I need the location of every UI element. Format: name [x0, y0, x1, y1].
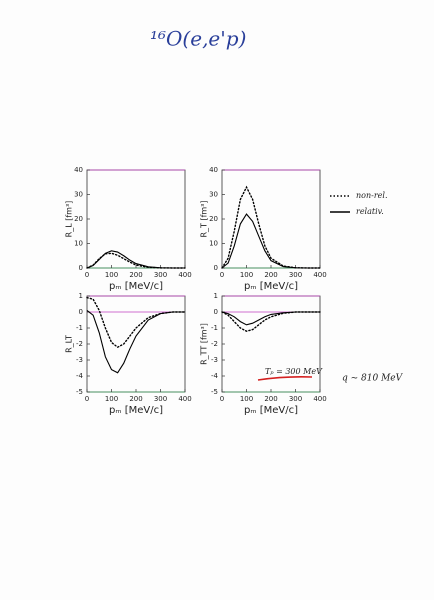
- y-tick-label: -5: [76, 388, 83, 396]
- y-tick-label: 20: [209, 215, 218, 223]
- series-line: [221, 213, 320, 269]
- x-tick-label: 100: [240, 395, 253, 403]
- y-tick-label: -4: [76, 372, 84, 380]
- y-axis-label: R_TT [fm³]: [200, 323, 209, 365]
- x-tick-label: 200: [129, 395, 142, 403]
- y-tick-label: -3: [211, 356, 218, 364]
- series-line: [86, 250, 185, 269]
- x-tick-label: 200: [264, 271, 277, 279]
- y-tick-label: -1: [76, 324, 83, 332]
- x-tick-label: 0: [85, 395, 89, 403]
- x-tick-label: 100: [105, 271, 118, 279]
- x-tick-label: 400: [178, 395, 191, 403]
- x-axis-label: pₘ [MeV/c]: [109, 281, 163, 292]
- x-tick-label: 300: [154, 271, 167, 279]
- y-tick-label: -1: [211, 324, 218, 332]
- y-tick-label: 10: [74, 240, 83, 248]
- y-tick-label: -2: [211, 340, 218, 348]
- legend-label: non-rel.: [356, 191, 387, 200]
- x-tick-label: 300: [289, 395, 302, 403]
- x-tick-label: 200: [129, 271, 142, 279]
- note: q ~ 810 MeV: [342, 374, 404, 384]
- x-axis-label: pₘ [MeV/c]: [109, 405, 163, 416]
- x-tick-label: 400: [178, 271, 191, 279]
- y-tick-label: 0: [214, 308, 218, 316]
- x-tick-label: 400: [313, 395, 326, 403]
- y-tick-label: 1: [79, 292, 83, 300]
- legend-label: relativ.: [356, 207, 384, 216]
- y-tick-label: 10: [209, 240, 218, 248]
- x-tick-label: 300: [154, 395, 167, 403]
- x-tick-label: 300: [289, 271, 302, 279]
- y-tick-label: 1: [214, 292, 218, 300]
- series-line: [86, 309, 185, 374]
- y-tick-label: 0: [79, 308, 83, 316]
- y-axis-label: R_L [fm³]: [65, 201, 74, 238]
- y-tick-label: -3: [76, 356, 83, 364]
- red-underline: [257, 376, 313, 381]
- y-tick-label: 20: [74, 215, 83, 223]
- x-tick-label: 200: [264, 395, 277, 403]
- x-tick-label: 100: [105, 395, 118, 403]
- series-line: [221, 311, 320, 326]
- x-tick-label: 0: [85, 271, 89, 279]
- x-axis-label: pₘ [MeV/c]: [244, 281, 298, 292]
- y-axis-label: R_LT: [65, 335, 74, 353]
- x-tick-label: 0: [220, 271, 224, 279]
- y-tick-label: 0: [79, 264, 83, 272]
- y-tick-label: 30: [74, 191, 83, 199]
- y-tick-label: 0: [214, 264, 218, 272]
- y-tick-label: -4: [211, 372, 219, 380]
- x-axis-label: pₘ [MeV/c]: [244, 405, 298, 416]
- x-tick-label: 400: [313, 271, 326, 279]
- x-tick-label: 0: [220, 395, 224, 403]
- y-tick-label: 40: [209, 166, 218, 174]
- y-tick-label: -5: [211, 388, 218, 396]
- note: Tₚ = 300 MeV: [265, 367, 323, 376]
- y-tick-label: -2: [76, 340, 83, 348]
- y-tick-label: 40: [74, 166, 83, 174]
- y-axis-label: R_T [fm³]: [200, 200, 209, 237]
- y-tick-label: 30: [209, 191, 218, 199]
- x-tick-label: 100: [240, 271, 253, 279]
- handwritten-title: ¹⁶O(e,e'p): [150, 27, 246, 51]
